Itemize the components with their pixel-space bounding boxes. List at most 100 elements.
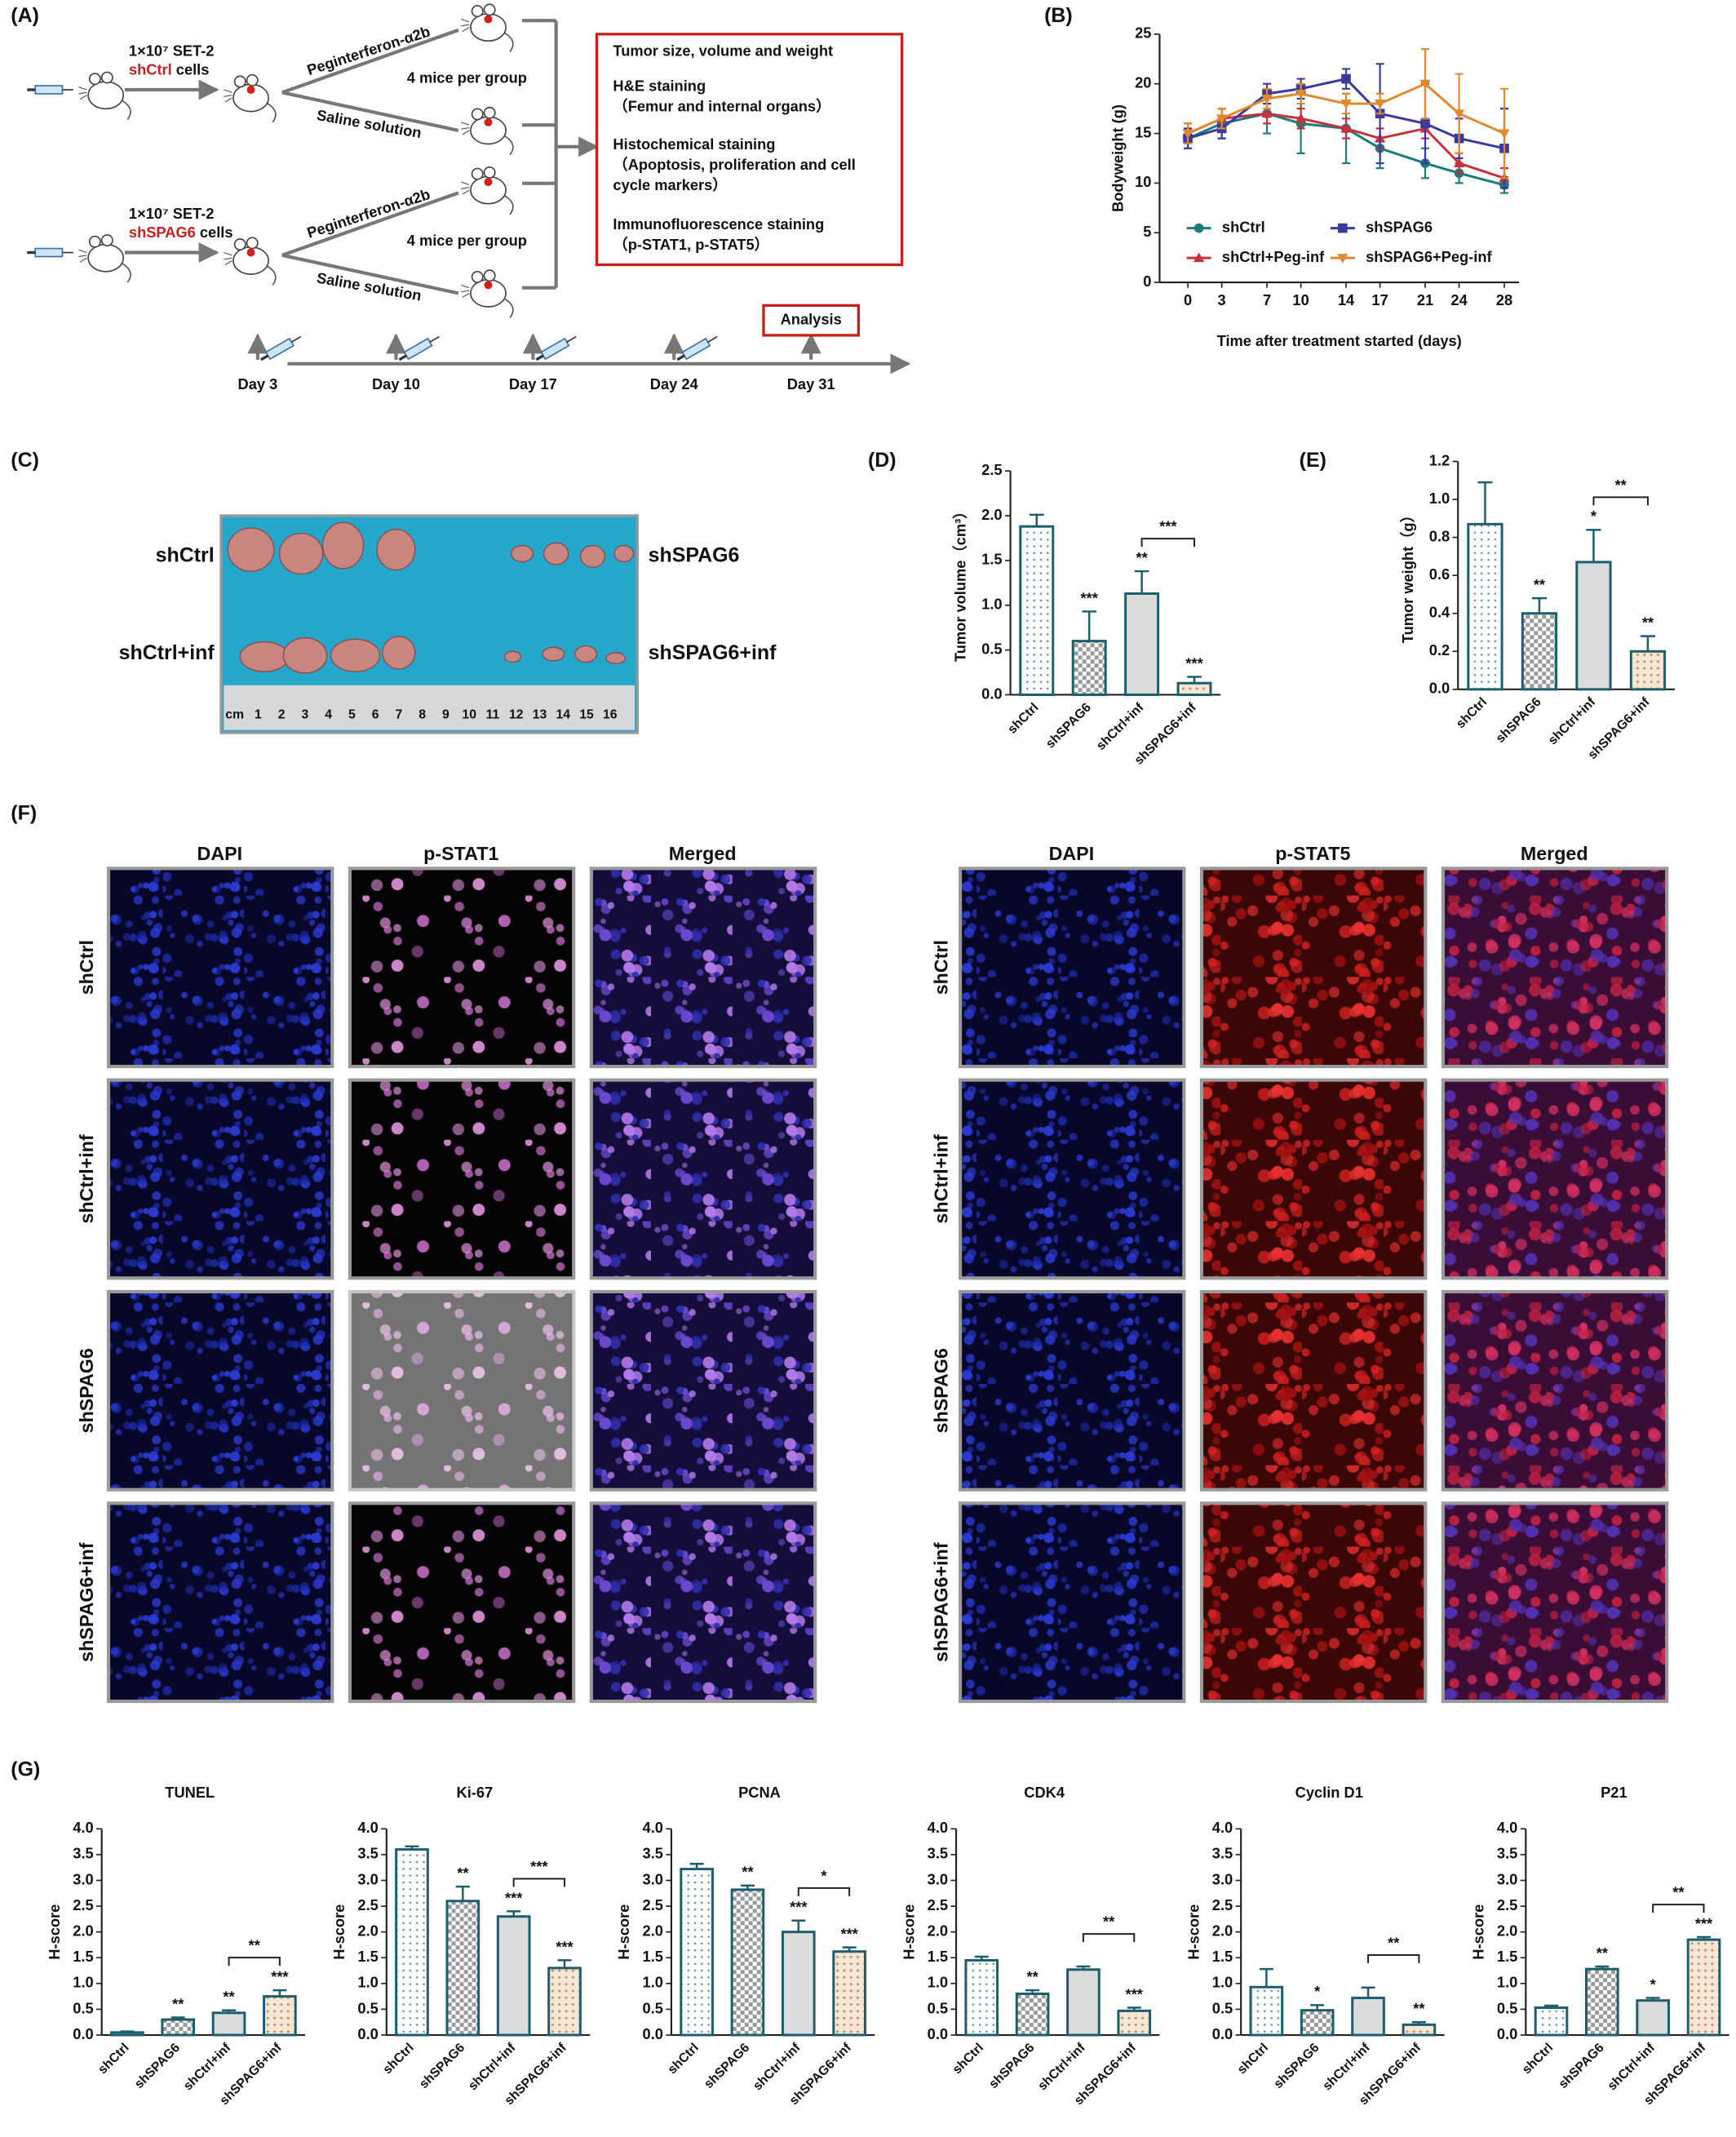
mouse-ear: [246, 73, 259, 86]
significance-label: ***: [556, 1938, 574, 1955]
y-axis-label: Tumor volume（cm³）: [952, 504, 969, 663]
significance-bracket: [1592, 496, 1649, 506]
ruler-number: 7: [396, 708, 403, 722]
x-tick-label: shSPAG6: [702, 2041, 752, 2091]
if-image: [589, 867, 817, 1069]
y-tick-label: 2.0: [73, 1922, 93, 1940]
mouse-icon: [461, 166, 514, 215]
photo-label: shSPAG6: [649, 543, 740, 566]
y-tick-label: 0.5: [643, 1999, 663, 2016]
ruler-number: 1: [255, 708, 262, 722]
panel-label: (D): [868, 449, 897, 472]
panel-label: (E): [1300, 449, 1326, 472]
mouse-tail: [504, 32, 514, 52]
y-tick-label: 3.0: [643, 1870, 663, 1887]
data-point: [1453, 157, 1465, 168]
tumor-dot: [484, 178, 493, 187]
y-tick-label: 2.5: [73, 1896, 93, 1913]
if-image: [106, 867, 334, 1069]
tumor-dot: [246, 248, 255, 257]
x-tick-label: shCtrl+inf: [1035, 2041, 1088, 2094]
ruler-number: 9: [442, 708, 450, 722]
if-image: [106, 1501, 334, 1704]
group-size: 4 mice per group: [407, 69, 527, 86]
y-tick-label: 5: [1143, 223, 1151, 240]
connector: [281, 28, 459, 95]
mouse-whiskers: [78, 86, 87, 100]
y-tick-label: 0.0: [1497, 2025, 1517, 2042]
tumor: [278, 532, 324, 575]
timeline-day: Day 24: [650, 375, 699, 392]
error-bar: [1477, 481, 1493, 525]
ruler-number: 13: [533, 708, 547, 722]
significance-label: ***: [1126, 1985, 1144, 2002]
if-row-label: shCtrl+inf: [931, 1134, 952, 1223]
y-tick-label: 0.5: [357, 1999, 378, 2016]
if-column-header: Merged: [1521, 843, 1588, 864]
mouse-whiskers: [224, 89, 232, 103]
chart-title: P21: [1601, 1784, 1627, 1801]
bar: [964, 1958, 999, 2037]
y-tick-label: 0.0: [1212, 2025, 1233, 2042]
syringe-needle: [566, 335, 577, 343]
error-bar: [1640, 635, 1656, 652]
x-tick-label: shSPAG6: [1557, 2041, 1607, 2091]
y-tick-label: 25: [1135, 24, 1151, 42]
significance-label: *: [1314, 1983, 1321, 2000]
bar: [730, 1888, 765, 2037]
tumor: [579, 544, 606, 568]
mouse-ear: [233, 75, 246, 88]
y-tick-label: 4.0: [928, 1819, 948, 1836]
if-image: [1199, 1501, 1428, 1704]
x-tick-label: 24: [1450, 291, 1468, 308]
tumor: [574, 645, 598, 663]
y-tick-label: 1.0: [357, 1974, 378, 1991]
bracket-label: **: [1672, 1884, 1685, 1901]
mouse-tail: [504, 298, 514, 318]
x-tick-label: shCtrl: [1454, 695, 1490, 731]
y-tick-label: 2.0: [357, 1922, 378, 1940]
syringe-plunger: [535, 354, 544, 361]
y-tick-label: 0.0: [1429, 680, 1450, 697]
readout: Histochemical staining: [613, 135, 775, 153]
mouse-icon: [461, 269, 514, 318]
bar: [1351, 1997, 1385, 2037]
mouse-ear: [471, 108, 484, 121]
connector: [281, 253, 459, 295]
y-tick-label: 2.0: [643, 1922, 663, 1940]
bracket-label: ***: [1159, 518, 1177, 535]
ruler-number: 11: [486, 708, 500, 722]
y-tick-label: 1.0: [928, 1974, 948, 1991]
timeline-day: Day 3: [237, 375, 277, 392]
chart-title: CDK4: [1024, 1784, 1065, 1801]
if-column-header: Merged: [669, 843, 737, 864]
significance-label: ***: [1185, 654, 1203, 672]
x-tick-label: shCtrl: [666, 2041, 702, 2077]
readout: cycle markers）: [613, 176, 727, 193]
x-tick-label: shSPAG6: [1043, 700, 1094, 751]
photo-label: shCtrl: [156, 543, 215, 566]
cell-count: 1×10⁷ SET-2: [129, 42, 215, 59]
analysis-label: Analysis: [781, 310, 842, 327]
significance-label: **: [1596, 1944, 1609, 1962]
legend-marker: [1338, 223, 1348, 233]
mouse-tail: [504, 194, 514, 215]
y-tick-label: 0.5: [928, 1999, 948, 2016]
if-image: [589, 1501, 817, 1704]
timeline-day: Day 10: [372, 375, 420, 392]
ruler-number: 10: [462, 708, 476, 722]
bar: [1629, 650, 1667, 691]
bar: [1521, 612, 1558, 691]
x-tick-label: 7: [1263, 291, 1271, 308]
readout: H&E staining: [613, 78, 706, 95]
y-tick-label: 0.0: [981, 685, 1002, 702]
mouse-ear: [100, 234, 113, 247]
x-tick-label: shSPAG6: [986, 2041, 1037, 2091]
bar: [1124, 592, 1160, 696]
significance-bracket: [228, 1957, 281, 1966]
tumor: [503, 650, 522, 663]
bracket-label: **: [1388, 1935, 1400, 1952]
x-tick-label: shCtrl: [1235, 2041, 1271, 2077]
syringe-needle: [429, 335, 440, 343]
y-tick-label: 0.5: [1212, 1999, 1233, 2016]
